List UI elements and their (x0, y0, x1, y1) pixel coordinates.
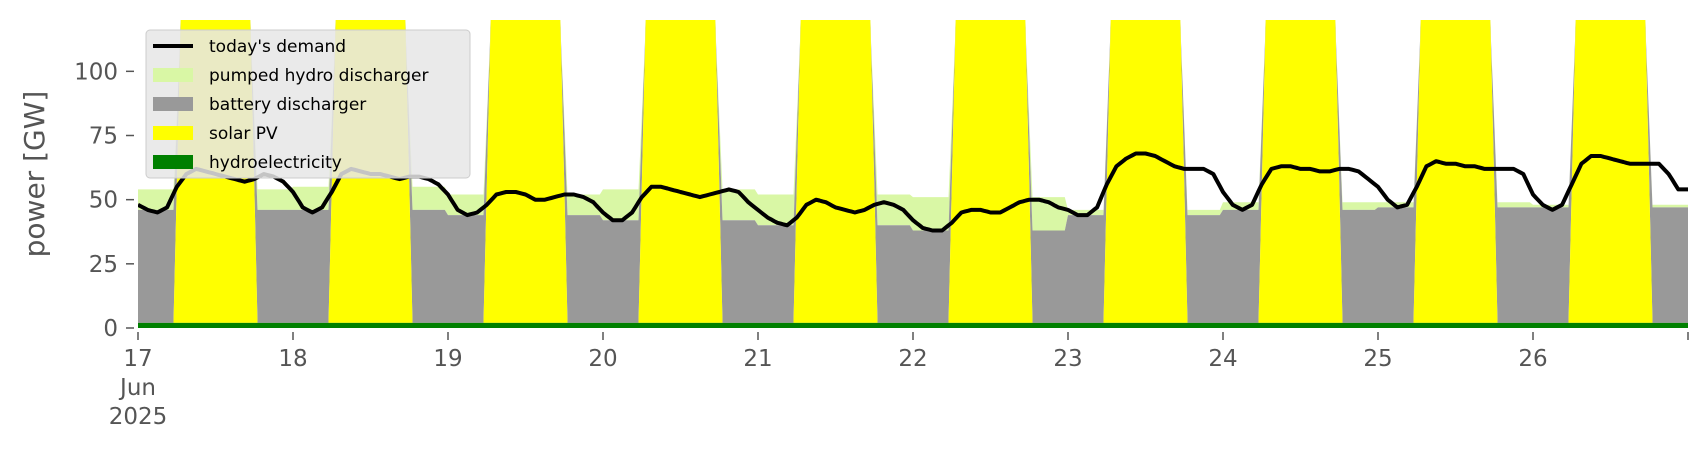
legend-box (145, 29, 471, 179)
y-tick-label: 0 (103, 316, 118, 342)
x-tick-label: 25 (1363, 346, 1392, 372)
x-tick-label: 23 (1053, 346, 1082, 372)
x-tick-label: 17 (123, 346, 152, 372)
legend-label: today's demand (209, 37, 346, 57)
legend-swatch (153, 97, 193, 111)
x-tick-label: 26 (1518, 346, 1547, 372)
y-tick-label: 25 (89, 252, 118, 278)
x-tick-label: 20 (588, 346, 617, 372)
legend-swatch (153, 155, 193, 169)
y-tick-label: 50 (89, 188, 118, 214)
legend-label: solar PV (209, 124, 278, 144)
x-tick-label: 19 (433, 346, 462, 372)
x-tick-label: 21 (743, 346, 772, 372)
y-axis-label: power [GW] (18, 91, 51, 258)
solar-pv-area (138, 20, 1688, 323)
battery-discharger-area (138, 20, 1688, 323)
pumped-hydro-discharger-area (138, 20, 1688, 231)
legend-swatch (153, 126, 193, 140)
y-tick-label: 75 (89, 124, 118, 150)
legend-label: hydroelectricity (209, 153, 342, 173)
x-tick-label: Jun (118, 375, 156, 401)
legend: today's demand pumped hydro discharger bat… (145, 29, 471, 179)
legend-label: battery discharger (209, 95, 366, 115)
x-axis: 17 Jun 2025 18 19 20 21 22 23 24 25 26 (109, 332, 1689, 430)
plot-area (138, 20, 1688, 328)
y-axis: 0 25 50 75 100 (74, 59, 134, 342)
legend-label: pumped hydro discharger (209, 66, 428, 86)
y-tick-label: 100 (74, 59, 118, 85)
hydroelectricity-area (138, 322, 1688, 328)
stacked-areas (138, 20, 1688, 328)
x-tick-label: 2025 (109, 404, 168, 430)
x-tick-label: 24 (1208, 346, 1237, 372)
x-tick-label: 22 (898, 346, 927, 372)
x-tick-label: 18 (278, 346, 307, 372)
legend-swatch (153, 68, 193, 82)
